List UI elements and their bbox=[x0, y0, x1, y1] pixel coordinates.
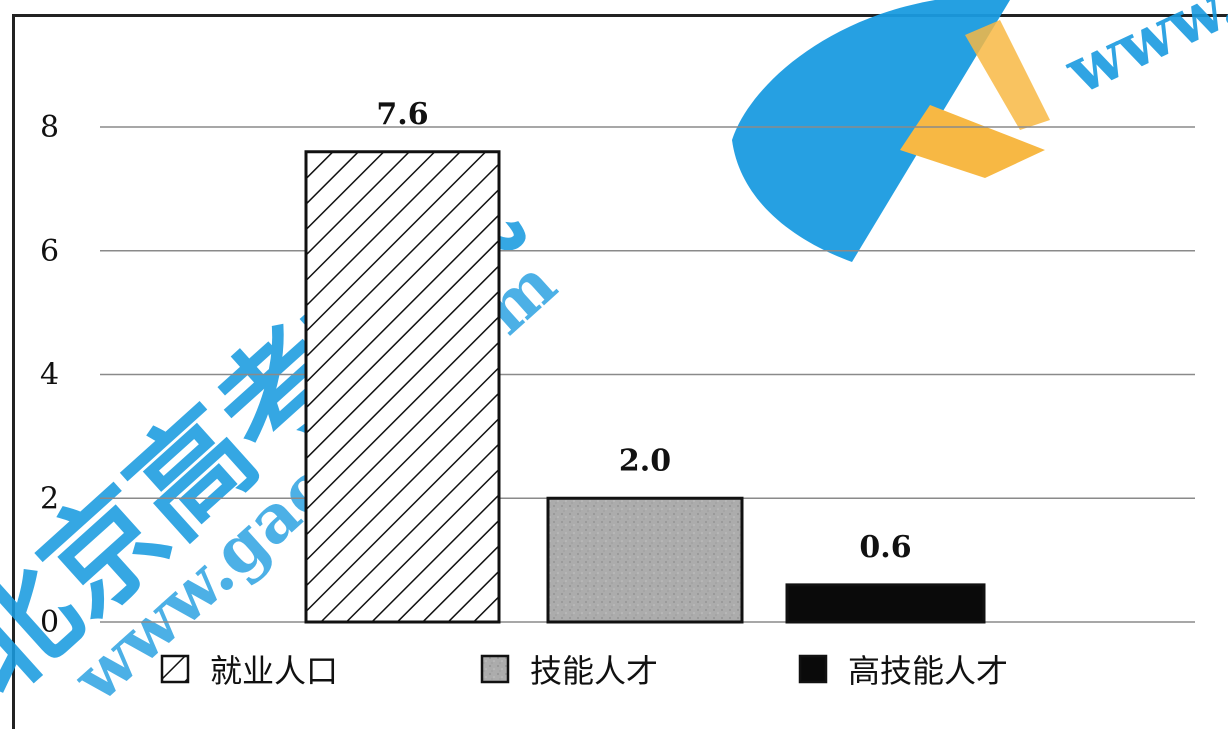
legend: 就业人口 技能人才 高技能人才 bbox=[160, 652, 1008, 690]
bar-1 bbox=[304, 150, 501, 624]
watermark-logo-orange-shape bbox=[900, 105, 1045, 178]
y-axis-ticks: 0 2 4 6 8 bbox=[40, 110, 59, 640]
y-tick-label: 6 bbox=[40, 234, 59, 269]
bar-2 bbox=[546, 496, 744, 624]
watermark-logo bbox=[732, 0, 1050, 262]
watermark-logo-orange-stroke bbox=[965, 20, 1050, 130]
data-label: 0.6 bbox=[859, 530, 911, 565]
legend-label: 就业人口 bbox=[210, 652, 338, 690]
y-tick-label: 8 bbox=[40, 110, 59, 145]
legend-swatch bbox=[480, 654, 510, 684]
y-tick-label: 2 bbox=[40, 481, 59, 516]
legend-label: 高技能人才 bbox=[848, 652, 1008, 690]
legend-label: 技能人才 bbox=[530, 652, 658, 690]
legend-swatch bbox=[798, 654, 828, 684]
data-label: 2.0 bbox=[619, 443, 671, 478]
data-label: 7.6 bbox=[376, 97, 428, 132]
watermark-logo-blue-shape bbox=[732, 0, 1010, 262]
bar-3 bbox=[785, 583, 986, 624]
legend-swatch bbox=[160, 654, 190, 684]
chart-frame bbox=[12, 14, 1228, 729]
bars bbox=[304, 150, 986, 624]
y-tick-label: 4 bbox=[40, 358, 59, 393]
data-labels: 7.6 2.0 0.6 bbox=[376, 97, 911, 565]
y-tick-label: 0 bbox=[40, 605, 59, 640]
watermark-url-top: www.gaokzx.com bbox=[1054, 0, 1228, 110]
